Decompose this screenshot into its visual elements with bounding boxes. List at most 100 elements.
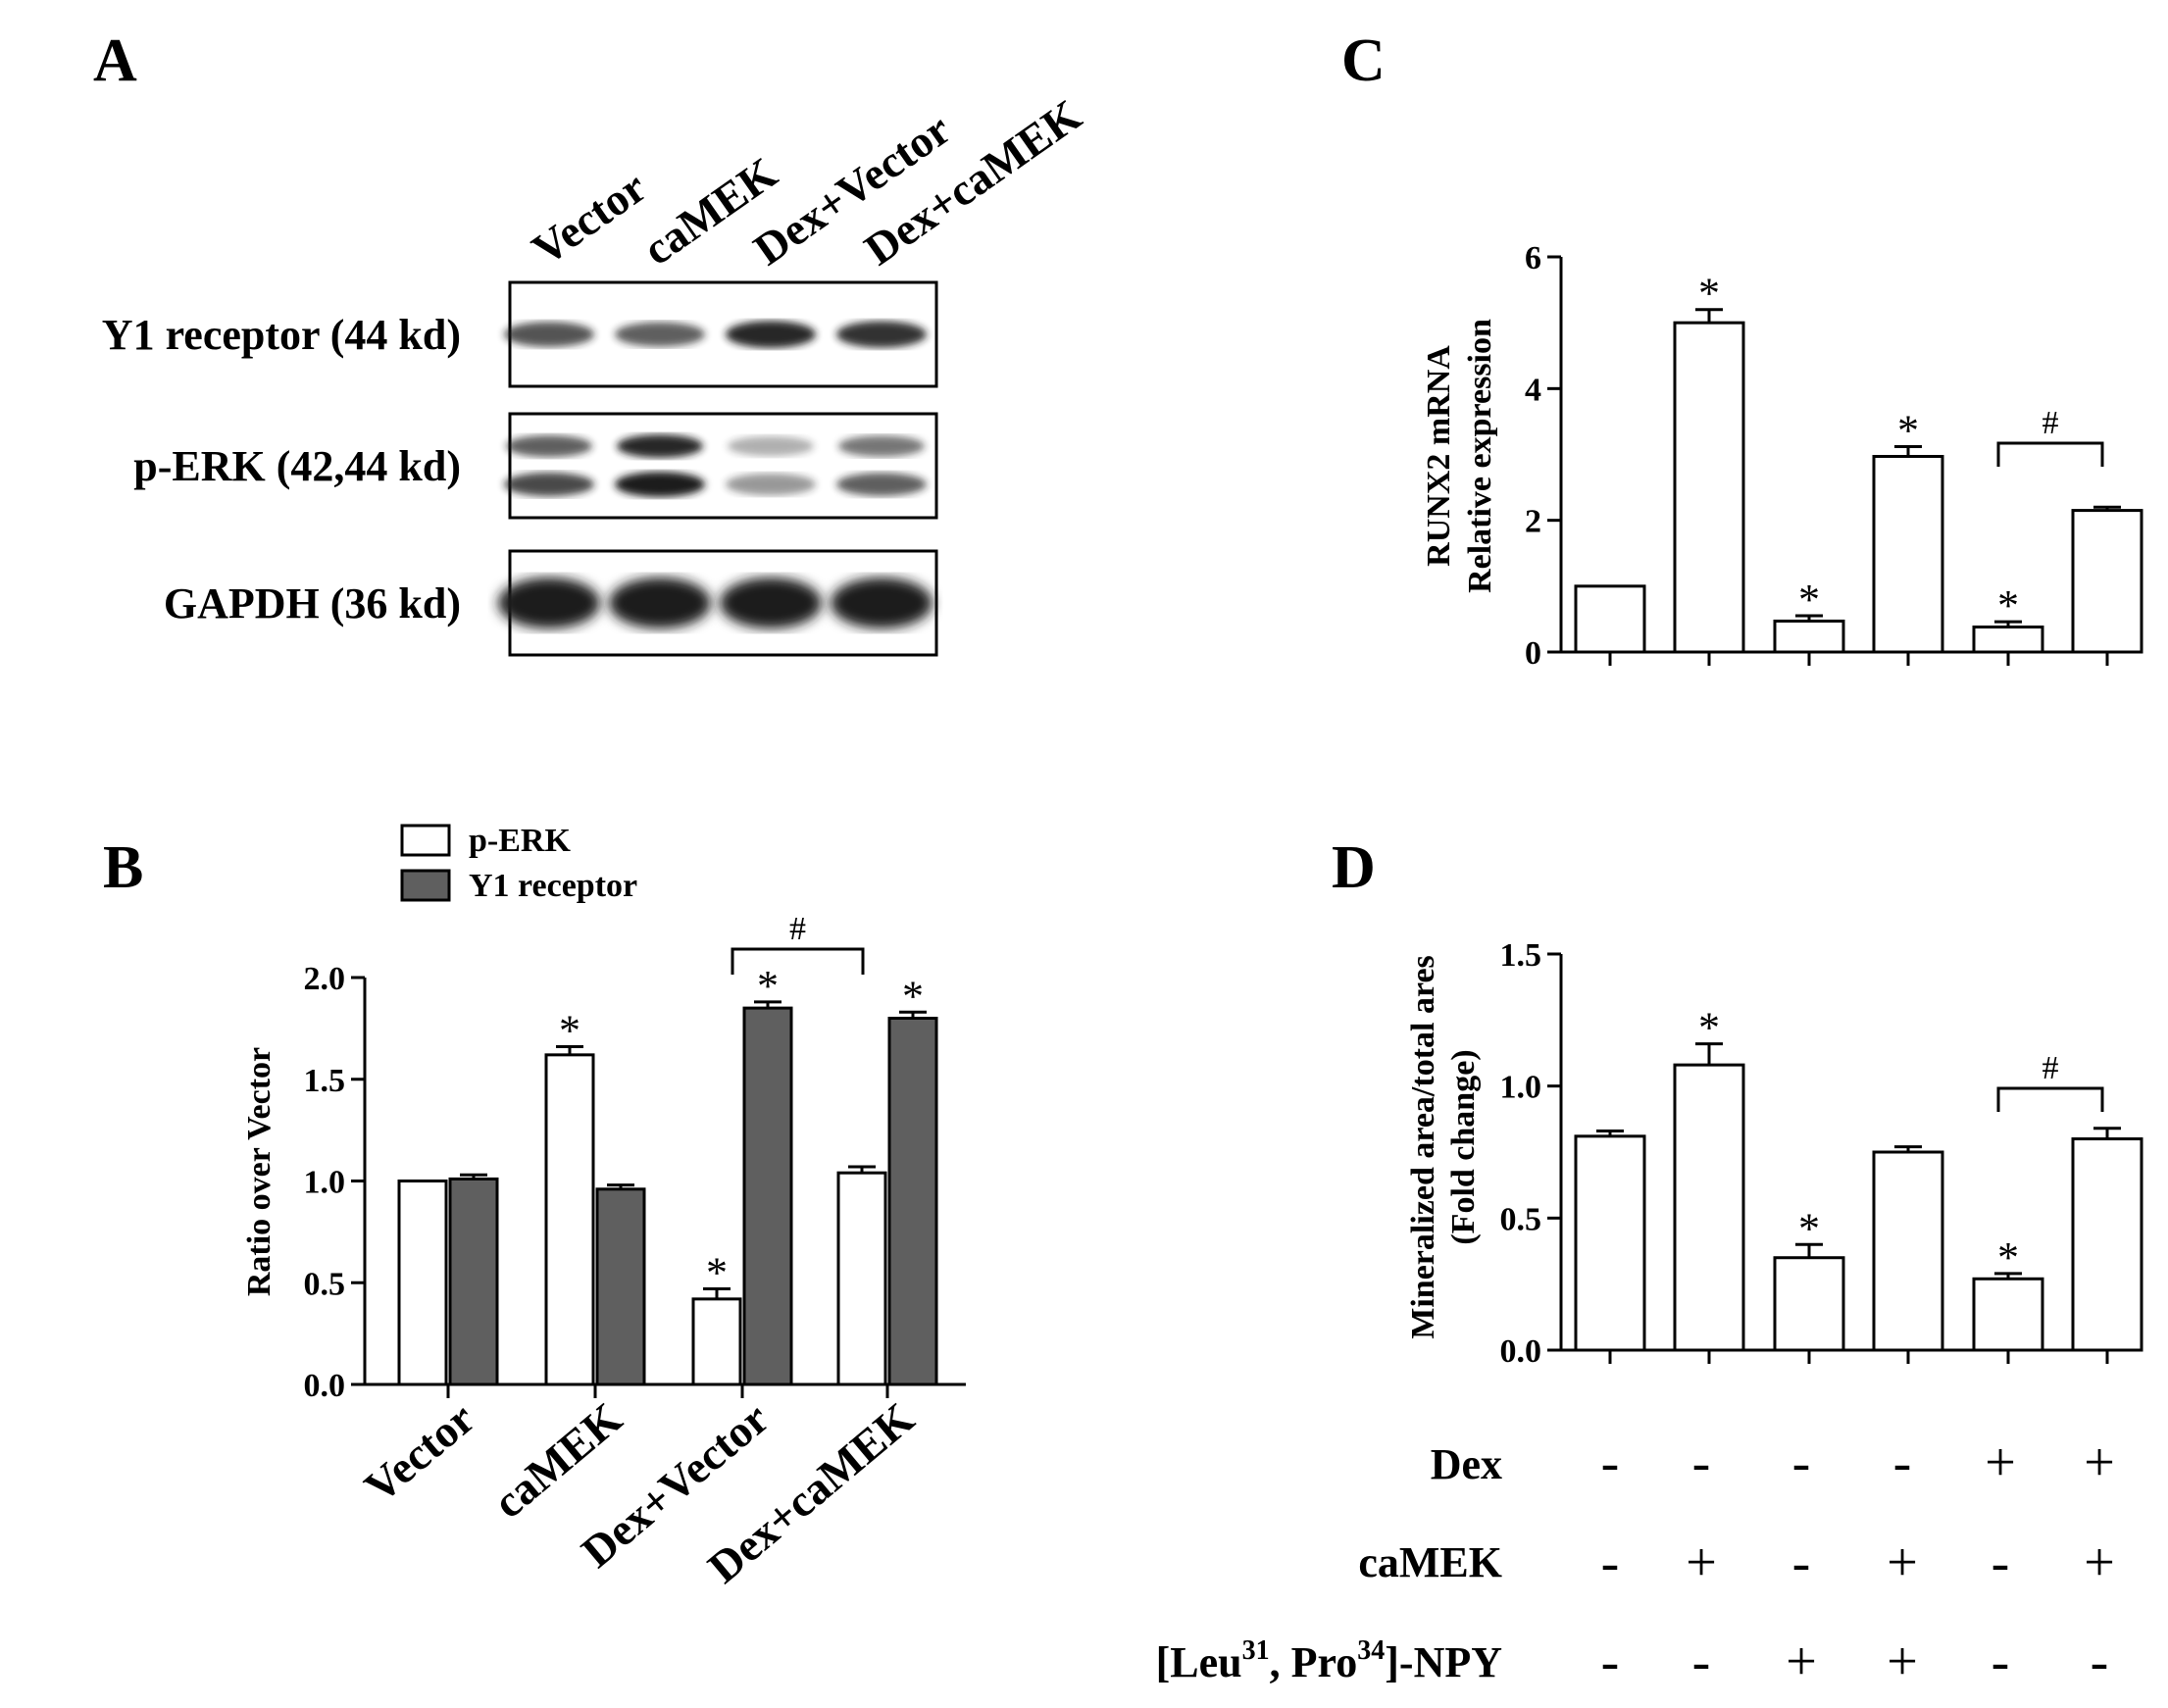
- lane-label-0: Vector: [523, 162, 655, 276]
- bar-c-5: [2071, 509, 2143, 654]
- bar-c-3: [1872, 455, 1944, 654]
- sig-mark-c-1: *: [1698, 270, 1720, 318]
- condition-sign-0-4: +: [1985, 1432, 2016, 1493]
- y-axis-label-b: Ratio over Vector: [241, 1047, 277, 1296]
- condition-label-camek: caMEK: [1358, 1538, 1502, 1586]
- condition-sign-2-5: -: [2091, 1632, 2109, 1692]
- band-r1-lower-0: [504, 472, 594, 497]
- condition-label-npy: [Leu31, Pro34]-NPY: [1156, 1635, 1502, 1686]
- y-tick-label-0-1: 0.5: [304, 1266, 346, 1302]
- condition-sign-2-2: +: [1786, 1632, 1817, 1692]
- legend-b: p-ERK Y1 receptor: [400, 823, 637, 904]
- y-tick-label-1-1: 2: [1525, 504, 1541, 540]
- y-axis-label-d-line2: (Fold change): [1445, 1049, 1482, 1244]
- sig-mark-d-4: *: [1997, 1233, 2019, 1281]
- bar-d-3: [1872, 1150, 1944, 1352]
- sig-mark-b-1-2: *: [757, 962, 779, 1010]
- bracket-b-symbol: #: [789, 911, 806, 947]
- band-r2-1: [609, 578, 711, 628]
- condition-sign-2-0: -: [1601, 1632, 1620, 1692]
- y-tick-label-2-3: 1.5: [1500, 937, 1542, 974]
- blot-row-2: GAPDH (36 kd): [164, 549, 938, 657]
- band-r0-0: [504, 322, 594, 347]
- bracket-b: [731, 947, 865, 975]
- npy-label-part1: [Leu: [1156, 1638, 1242, 1686]
- band-r1-upper-0: [506, 434, 592, 458]
- blot-label-1: p-ERK (42,44 kd): [133, 442, 461, 490]
- band-r2-3: [831, 578, 933, 628]
- y-tick-label-1-3: 6: [1525, 240, 1541, 276]
- condition-sign-1-4: -: [1992, 1532, 2010, 1593]
- condition-table: Dex caMEK [Leu31, Pro34]-NPY - - - - + + - + - + -…: [1156, 1432, 2115, 1692]
- legend-label-y1-receptor: Y1 receptor: [469, 868, 637, 904]
- sig-mark-c-3: *: [1897, 406, 1919, 454]
- condition-sign-0-3: -: [1893, 1432, 1912, 1493]
- sig-mark-d-2: *: [1798, 1204, 1820, 1252]
- chart-b: p-ERK Y1 receptor Ratio over Vector 0.0 0…: [241, 823, 966, 1592]
- bar-d-2: [1773, 1256, 1845, 1352]
- blot-row-0: Y1 receptor (44 kd): [102, 280, 938, 388]
- sig-mark-b-0-1: *: [559, 1007, 580, 1055]
- condition-sign-0-2: -: [1792, 1432, 1811, 1493]
- y-tick-label-2-0: 0.0: [1500, 1333, 1542, 1370]
- blot-frame-1: [508, 412, 938, 520]
- condition-sign-1-2: -: [1792, 1532, 1811, 1593]
- panel-letter-b: B: [103, 834, 143, 901]
- panel-letter-c: C: [1341, 27, 1386, 94]
- npy-label-part3: ]-NPY: [1385, 1638, 1502, 1686]
- y-tick-label-2-2: 1.0: [1500, 1070, 1542, 1106]
- panel-letter-d: D: [1332, 834, 1376, 901]
- condition-sign-1-0: -: [1601, 1532, 1620, 1593]
- bar-b-1-2: [742, 1006, 793, 1386]
- y-tick-label-2-1: 0.5: [1500, 1201, 1542, 1237]
- y-axis-label-c-line2: Relative expression: [1462, 319, 1498, 593]
- condition-sign-0-5: +: [2084, 1432, 2115, 1493]
- band-r1-upper-1: [617, 434, 703, 458]
- condition-sign-1-5: +: [2084, 1532, 2115, 1593]
- bracket-d: [1996, 1086, 2104, 1112]
- band-r1-upper-3: [838, 435, 925, 457]
- condition-signs: - - - - + + - + - + - + - - + + - -: [1601, 1432, 2115, 1692]
- bar-c-0: [1574, 584, 1646, 654]
- condition-sign-0-1: -: [1692, 1432, 1711, 1493]
- sig-mark-c-2: *: [1798, 576, 1820, 624]
- bar-b-1-0: [448, 1177, 499, 1386]
- bracket-c: [1996, 441, 2104, 467]
- condition-sign-1-1: +: [1686, 1532, 1717, 1593]
- bracket-c-symbol: #: [2042, 405, 2059, 441]
- bar-b-0-2: [691, 1297, 742, 1386]
- condition-label-dex: Dex: [1431, 1440, 1502, 1488]
- condition-sign-1-3: +: [1887, 1532, 1918, 1593]
- npy-label-sup1: 31: [1242, 1635, 1270, 1666]
- bar-d-1: [1673, 1063, 1745, 1352]
- bar-c-4: [1972, 625, 2044, 654]
- chart-c: RUNX2 mRNA Relative expression 0 2 4 6 * * * * #: [1421, 240, 2143, 672]
- legend-swatch-p-erk: [400, 824, 451, 857]
- band-r0-1: [615, 322, 705, 347]
- band-r2-0: [498, 578, 600, 628]
- blot-label-2: GAPDH (36 kd): [164, 579, 461, 628]
- band-r0-3: [836, 321, 927, 348]
- y-tick-label-0-0: 0.0: [304, 1368, 346, 1404]
- sig-mark-c-4: *: [1997, 581, 2019, 629]
- bar-d-0: [1574, 1134, 1646, 1352]
- sig-mark-d-1: *: [1698, 1004, 1720, 1052]
- y-tick-label-0-2: 1.0: [304, 1165, 346, 1201]
- bar-b-1-1: [595, 1187, 646, 1386]
- sig-mark-b-1-3: *: [902, 972, 924, 1020]
- bar-d-5: [2071, 1137, 2143, 1352]
- bar-c-2: [1773, 619, 1845, 654]
- y-tick-label-1-2: 4: [1525, 372, 1541, 408]
- blot-label-0: Y1 receptor (44 kd): [102, 311, 461, 359]
- y-tick-label-0-3: 1.5: [304, 1063, 346, 1099]
- band-r0-2: [726, 321, 816, 348]
- condition-sign-2-1: -: [1692, 1632, 1711, 1692]
- blot-rows: Y1 receptor (44 kd) p-ERK (42,44 kd) GAPDH…: [102, 280, 938, 657]
- bar-b-1-3: [887, 1017, 938, 1386]
- category-label-b-0: Vector: [355, 1393, 483, 1513]
- band-r1-upper-2: [728, 435, 814, 457]
- bar-b-0-1: [544, 1053, 595, 1386]
- npy-label-part2: , Pro: [1270, 1638, 1358, 1686]
